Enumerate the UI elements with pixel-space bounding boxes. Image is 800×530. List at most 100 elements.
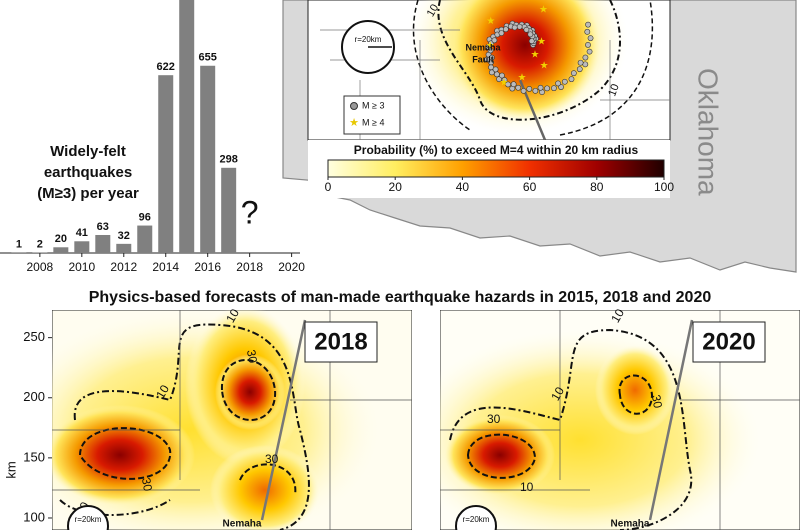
quake-symbol [502,26,509,33]
contour-label: 10 [153,382,172,401]
quake-symbol [568,76,575,83]
value-label: 32 [118,230,130,242]
colorbar-title: Probability (%) to exceed M=4 within 20 … [354,143,639,157]
contour-label: 30 [139,477,155,493]
quake-symbol [498,30,505,36]
bar [53,247,69,253]
forecast-title: Physics-based forecasts of man-made eart… [89,289,712,306]
fault-label: Nemaha [465,42,501,52]
legend-label: M ≥ 3 [362,100,384,110]
quake-star: ★ [518,72,527,83]
quake-symbol [586,48,593,55]
contour-label: 10 [548,384,567,403]
contour-label: 10 [223,306,242,325]
quake-symbol [488,54,495,61]
value-label: 622 [157,61,175,73]
bar [95,234,111,253]
quake-symbol [510,81,517,88]
quake-symbol [544,85,550,92]
quake-symbol [511,24,518,31]
quake-symbol [501,77,508,83]
value-label: 41 [76,227,88,239]
fault-label: Nemaha [611,519,650,530]
quake-symbol [576,66,583,73]
quake-symbol [582,54,589,61]
colorbar [327,159,665,178]
quake-symbol [516,23,523,30]
quake-symbol [585,41,591,48]
contour-label: 10 [608,306,627,325]
y-tick-label: 100 [23,509,45,524]
y-tick-label: 200 [23,389,45,404]
quake-symbol [492,66,499,73]
chart-title: (M≥3) per year [37,185,139,202]
radius-circle [67,505,109,530]
value-label: 298 [219,154,237,166]
quake-star: ★ [531,50,540,61]
y-tick-label: 250 [23,329,45,344]
quake-symbol [526,86,533,92]
contour-label: 10 [520,480,534,494]
quake-symbol [570,70,577,77]
x-tick-label: 2010 [68,260,95,274]
quake-symbol [551,85,557,92]
quake-symbol [515,84,522,91]
quake-symbol [487,47,494,54]
quake-symbol [499,72,505,79]
legend-label: M ≥ 4 [362,117,384,127]
state-label: Oklahoma [693,68,724,196]
contour-label: 10 [425,2,442,19]
annotation: ? [241,194,259,230]
legend-symbol: ★ [349,117,359,129]
colorbar-tick-label: 0 [325,180,332,194]
radius-circle [455,505,497,530]
bar [137,225,153,253]
colorbar-tick-label: 40 [456,180,470,194]
quake-symbol [523,26,530,33]
quake-star: ★ [539,4,548,15]
fault-label: Fault [472,54,494,64]
bar [221,167,237,253]
quake-symbol [537,84,544,91]
quake-symbol [527,31,534,38]
quake-symbol [585,21,591,28]
contour-label: 10 [606,82,621,98]
value-label: 2 [37,238,43,250]
bar [158,75,174,254]
panel-2020 [440,310,800,530]
quake-symbol [561,78,568,85]
bar [32,252,48,253]
value-label: 63 [97,221,109,233]
value-label: 1 [16,239,22,251]
x-tick-label: 2020 [278,260,305,274]
y-tick-label: 150 [23,449,45,464]
colorbar-tick-label: 80 [590,180,604,194]
bar [116,243,132,253]
quake-star: ★ [537,37,546,48]
colorbar-tick-label: 100 [654,180,674,194]
chart-title: earthquakes [44,164,132,181]
year-label: 2018 [314,328,367,355]
contour-label: 30 [265,452,279,466]
value-label: 20 [55,233,67,245]
x-tick-label: 2008 [27,260,54,274]
bar [74,241,90,253]
quake-symbol [584,28,591,35]
quake-star: ★ [540,61,549,72]
quake-symbol [520,87,527,94]
x-tick-label: 2016 [194,260,221,274]
radius-label: r=20km [463,515,490,524]
contour-label: 30 [244,349,260,365]
value-label: 655 [199,52,217,64]
quake-symbol [491,37,498,44]
quake-star: ★ [499,78,508,89]
quake-symbol [555,80,561,87]
radius-label: r=20km [355,35,382,44]
bar [179,0,195,254]
fault-label: Nemaha [223,519,262,530]
year-box [692,321,766,363]
year-label: 2020 [702,328,755,355]
chart-title: Widely-felt [50,143,126,160]
quake-star: ★ [486,16,495,27]
